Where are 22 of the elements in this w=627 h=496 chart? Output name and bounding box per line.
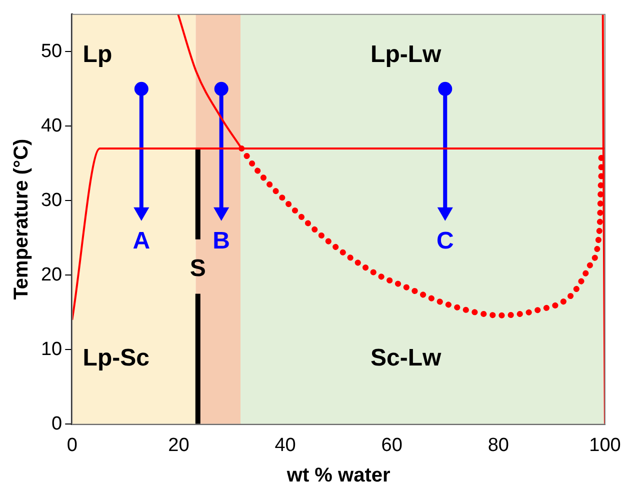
y-tick-label: 20: [40, 264, 62, 286]
x-tick-label: 80: [488, 434, 509, 456]
annotation: Lp-Lw: [370, 41, 442, 68]
x-tick-label: 20: [168, 434, 190, 456]
annotation: Lp: [82, 41, 112, 68]
x-tick-label: 60: [381, 434, 402, 456]
series-label: C: [436, 227, 454, 254]
y-tick-label: 40: [40, 115, 62, 136]
x-tick-label: 100: [589, 434, 621, 456]
y-tick-label: 10: [40, 338, 62, 360]
annotation: Sc-Lw: [370, 344, 442, 372]
series-label: A: [132, 227, 150, 254]
x-axis-title: wt % water: [286, 464, 390, 487]
y-axis-title: Temperature (°C): [10, 138, 33, 300]
x-tick-label: 40: [274, 434, 296, 456]
y-tick-label: 50: [40, 40, 62, 62]
series-label: B: [212, 227, 230, 254]
annotation: Lp-Sc: [82, 344, 150, 372]
series-label: S: [190, 255, 206, 282]
y-tick-label: 30: [40, 190, 62, 211]
x-tick-label: 0: [66, 434, 78, 456]
y-tick-label: 0: [52, 413, 62, 434]
